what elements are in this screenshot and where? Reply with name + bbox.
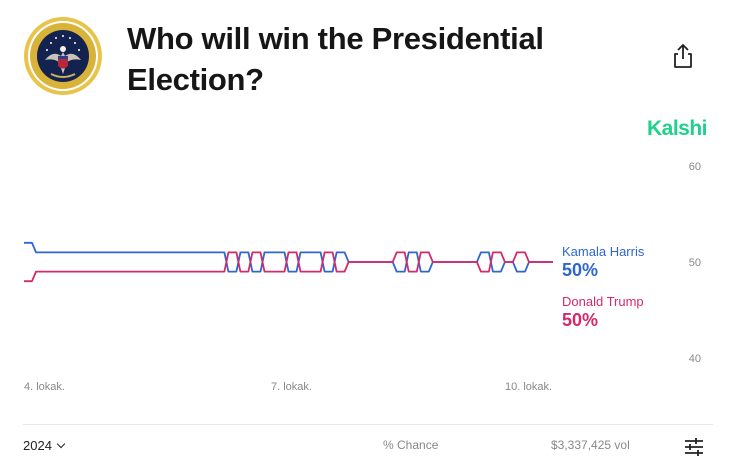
x-tick-label: 7. lokak. bbox=[271, 381, 312, 393]
page-title: Who will win the Presidential Election? bbox=[127, 21, 544, 97]
harris-label: Kamala Harris bbox=[562, 244, 645, 259]
year-selector[interactable]: 2024 bbox=[23, 438, 66, 453]
year-label: 2024 bbox=[23, 438, 52, 453]
kalshi-logo: Kalshi bbox=[647, 117, 708, 140]
y-tick-label: 50 bbox=[689, 257, 701, 269]
series-line-trump bbox=[24, 251, 553, 283]
sliders-icon[interactable] bbox=[683, 436, 705, 458]
y-tick-label: 60 bbox=[689, 161, 701, 173]
trump-label: Donald Trump bbox=[562, 294, 644, 309]
y-tick-label: 40 bbox=[689, 353, 701, 365]
chevron-down-icon bbox=[56, 439, 66, 449]
presidential-seal-icon bbox=[24, 17, 102, 95]
probability-chart: 60 50 40 4. lokak. 7. lokak. 10. lokak. bbox=[0, 140, 732, 400]
chart-svg: 60 50 40 4. lokak. 7. lokak. 10. lokak. bbox=[24, 161, 701, 393]
chance-label: % Chance bbox=[383, 438, 439, 452]
series-line-harris bbox=[24, 241, 553, 273]
trump-percent: 50% bbox=[562, 310, 599, 330]
footer-divider bbox=[23, 424, 713, 425]
share-icon[interactable] bbox=[670, 42, 696, 70]
x-tick-label: 10. lokak. bbox=[505, 381, 552, 393]
volume-label: $3,337,425 vol bbox=[551, 438, 630, 452]
x-tick-label: 4. lokak. bbox=[24, 381, 65, 393]
harris-percent: 50% bbox=[562, 260, 599, 280]
